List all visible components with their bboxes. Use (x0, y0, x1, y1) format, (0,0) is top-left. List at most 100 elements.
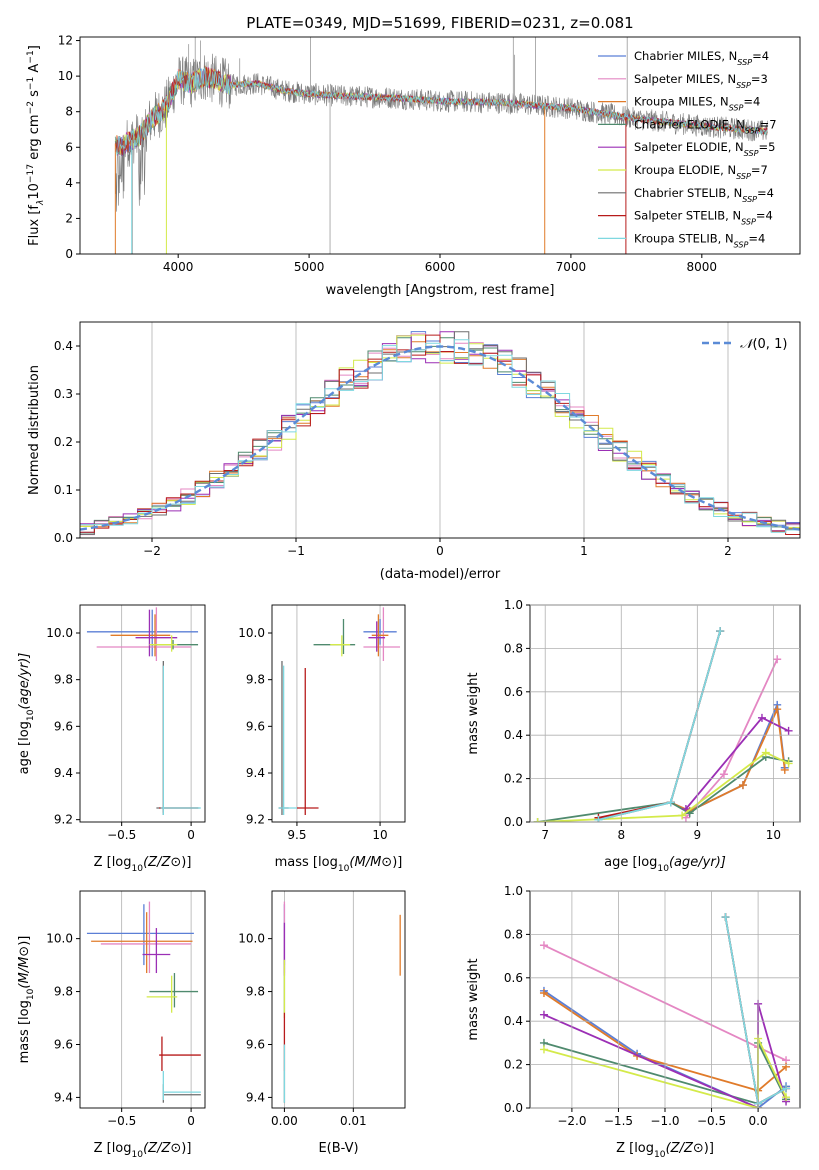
gaussian-curve (80, 345, 800, 531)
x-axis-label-part: ⊙ (693, 1141, 704, 1156)
x-tick-label: 10 (766, 828, 781, 842)
x-tick-label: 4000 (163, 260, 194, 274)
y-tick-label: 0.8 (504, 641, 523, 655)
x-tick-label: 2 (724, 544, 732, 558)
axes-frame (271, 604, 406, 823)
model-spectrum-salpeter-stelib (114, 67, 768, 155)
y-axis-label: Flux [fλ10−17 erg cm−2 s−1 A−1] (26, 45, 46, 246)
y-tick-label: 0.0 (504, 1101, 523, 1115)
x-axis-label-part: )] (704, 1141, 714, 1156)
y-tick-label: 10.0 (238, 626, 265, 640)
y-axis-label-part: Flux [f (27, 205, 42, 246)
legend-label-chabrier-miles-part: =4 (752, 49, 769, 63)
y-axis-label-part: )] (17, 936, 32, 946)
legend-label-kroupa-elodie-part: =7 (751, 163, 768, 177)
plot-area (114, 37, 768, 254)
x-tick-label: 0.00 (271, 1114, 298, 1128)
weight-marker-kroupa-stelib (782, 1084, 791, 1093)
observed-spectrum-line (115, 53, 768, 212)
legend-label-chabrier-miles-part: Chabrier MILES, (634, 49, 729, 63)
y-tick-label: 9.8 (54, 673, 73, 687)
weight-marker-kroupa-stelib (594, 815, 603, 822)
axes-frame (79, 890, 206, 1109)
y-axis-label-part: −1 (26, 77, 36, 90)
x-tick-label: 7 (541, 828, 549, 842)
legend-label-salpeter-elodie-part: Salpeter ELODIE, (634, 140, 735, 154)
legend-label-kroupa-stelib-part: =4 (748, 231, 765, 245)
legend-label-chabrier-miles-part: SSP (737, 58, 752, 67)
y-tick-label: 9.4 (54, 1090, 73, 1104)
x-tick-label: 5000 (294, 260, 325, 274)
weight-marker-kroupa-elodie (784, 759, 793, 768)
weight-marker-kroupa-stelib (716, 627, 725, 636)
legend-label-salpeter-stelib: Salpeter STELIB, NSSP=4 (634, 209, 773, 227)
y-axis-label-part: (M/M (17, 957, 32, 989)
y-tick-label: 9.6 (246, 719, 265, 733)
x-axis-label-part: age [log (604, 855, 657, 870)
weight-marker-kroupa-miles (539, 988, 548, 997)
y-axis-label-part: ⊙ (17, 946, 32, 957)
weight-marker-kroupa-miles (782, 1062, 791, 1071)
x-axis-label-part: mass [log (275, 855, 338, 870)
y-tick-label: 0 (65, 247, 73, 261)
y-tick-label: 0.4 (54, 339, 73, 353)
x-axis-label: age [log10(age/yr)] (604, 855, 726, 874)
legend-label-kroupa-stelib: Kroupa STELIB, NSSP=4 (634, 231, 765, 249)
y-tick-label: 0.3 (54, 387, 73, 401)
legend-label-chabrier-stelib: Chabrier STELIB, NSSP=4 (634, 186, 774, 204)
legend-label-kroupa-stelib-part: SSP (734, 240, 749, 249)
y-tick-label: 0.4 (504, 728, 523, 742)
legend-label-salpeter-miles-part: SSP (736, 80, 751, 89)
y-tick-label: 0.6 (504, 685, 523, 699)
weight-marker-salpeter-elodie (539, 1010, 548, 1019)
x-tick-label: 9 (694, 828, 702, 842)
legend-label-salpeter-elodie-part: SSP (744, 149, 759, 158)
legend-label-kroupa-stelib-part: Kroupa STELIB, (634, 231, 725, 245)
legend-label-salpeter-elodie: Salpeter ELODIE, NSSP=5 (634, 140, 775, 158)
y-tick-label: 9.8 (246, 985, 265, 999)
x-tick-label: 7000 (556, 260, 587, 274)
weight-marker-kroupa-elodie (533, 818, 542, 822)
legend-label-chabrier-elodie-part: =7 (760, 117, 777, 131)
y-tick-label: 10.0 (238, 932, 265, 946)
y-tick-label: 0.4 (504, 1014, 523, 1028)
chart-mass-vs-Z: −0.5 09.49.69.810.0Z [log10(Z/Z⊙)]mass [l… (17, 890, 206, 1160)
y-tick-label: 0.8 (504, 927, 523, 941)
y-axis-label-part: 10 (26, 988, 36, 1000)
legend-label-chabrier-stelib-part: Chabrier STELIB, (634, 186, 734, 200)
legend-label-salpeter-miles-part: N (727, 72, 736, 86)
y-axis-label-part: (age/yr)] (17, 653, 32, 710)
y-axis-label-part: −1 (26, 50, 36, 63)
y-tick-label: 2 (65, 211, 73, 225)
y-axis-label-part: age [log (17, 721, 32, 774)
legend-label-kroupa-elodie-part: Kroupa ELODIE, (634, 163, 727, 177)
y-tick-label: 1.0 (504, 598, 523, 612)
x-tick-label: 0 (436, 544, 444, 558)
plot-area (278, 607, 401, 815)
axes-frame (271, 890, 406, 1109)
y-tick-label: 10.0 (46, 932, 73, 946)
y-tick-label: 9.2 (54, 813, 73, 827)
y-tick-label: 9.6 (54, 719, 73, 733)
y-axis-label-part: λ (36, 200, 46, 206)
legend-label-chabrier-miles-part: N (729, 49, 738, 63)
weight-marker-kroupa-miles (773, 705, 782, 714)
x-axis-label-part: ⊙ (170, 855, 181, 870)
x-tick-label: 0.0 (749, 1114, 768, 1128)
x-tick-label: −0.5 (107, 828, 136, 842)
x-axis-label: Z [log10(Z/Z⊙)] (94, 855, 192, 874)
y-tick-label: 10.0 (46, 626, 73, 640)
x-axis-label-part: 10 (338, 864, 350, 874)
x-tick-label: −1.0 (650, 1114, 679, 1128)
chart-spectrum: 4000 5000 6000 7000 8000 0 2 4 6 8 10 12 wavelength … (26, 34, 801, 298)
weight-marker-kroupa-elodie (782, 1093, 791, 1102)
y-tick-label: 0.6 (504, 971, 523, 985)
weight-marker-kroupa-stelib (666, 798, 675, 807)
y-axis-label-part: ] (27, 45, 42, 50)
legend-label-chabrier-stelib-part: =4 (757, 186, 774, 200)
y-axis-label: age [log10(age/yr)] (17, 653, 36, 775)
legend-label-kroupa-miles-part: Kroupa MILES, (634, 95, 720, 109)
x-axis-label: mass [log10(M/M⊙)] (275, 855, 403, 874)
